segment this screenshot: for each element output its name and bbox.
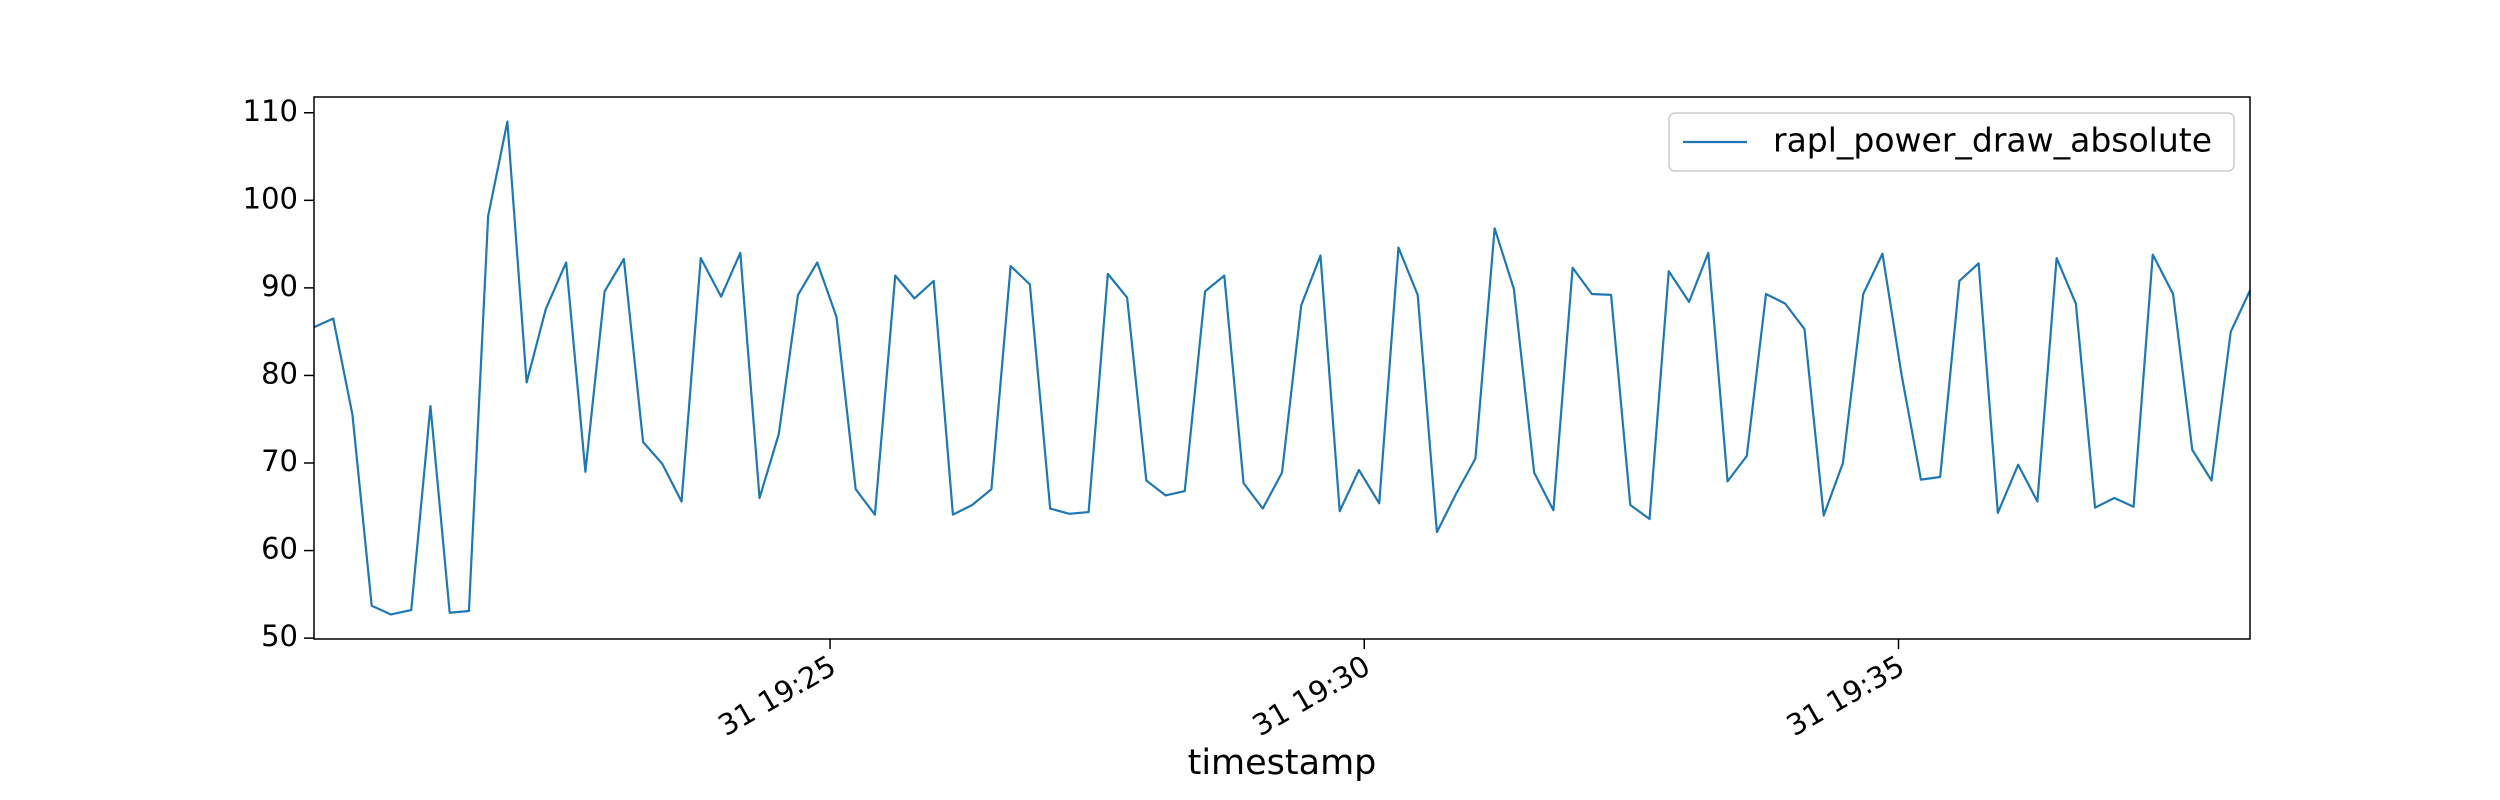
y-tick-label: 110	[243, 94, 298, 128]
y-tick-label: 50	[261, 619, 298, 653]
legend-box	[1668, 112, 2235, 172]
y-tick-label: 90	[261, 269, 298, 303]
x-axis-label: timestamp	[1188, 743, 1377, 783]
y-tick-label: 100	[243, 181, 298, 215]
y-tick-label: 80	[261, 356, 298, 390]
y-tick-label: 60	[261, 532, 298, 566]
data-line	[313, 120, 2251, 616]
legend-label: rapl_power_draw_absolute	[1773, 121, 2212, 160]
y-tick-label: 70	[261, 444, 298, 478]
plot-frame	[313, 96, 2251, 640]
